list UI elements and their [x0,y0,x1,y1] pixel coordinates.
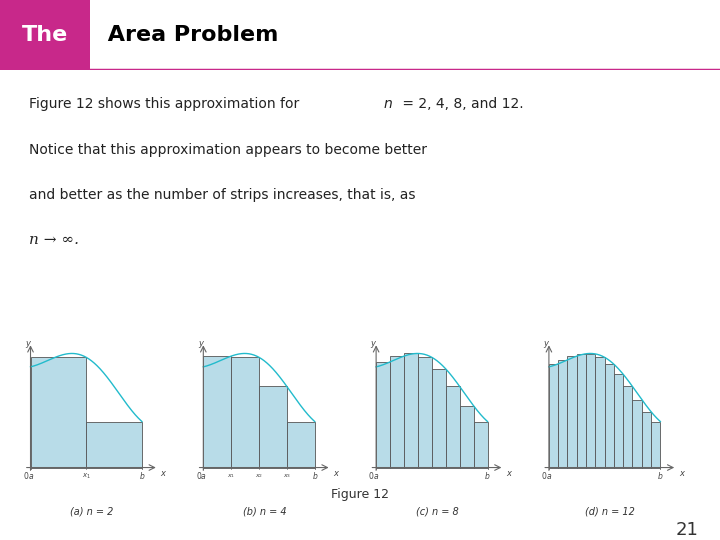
Text: n → ∞.: n → ∞. [29,233,78,247]
Bar [287,422,315,468]
Bar [558,360,567,468]
Text: Figure 12 shows this approximation for: Figure 12 shows this approximation for [29,97,303,111]
Bar [567,356,577,468]
Text: n: n [383,97,392,111]
Text: $x_2$: $x_2$ [255,472,263,480]
Text: a: a [374,472,379,481]
Text: y: y [544,339,549,348]
Text: y: y [371,339,376,348]
Text: x: x [506,469,511,478]
Text: 0: 0 [23,472,28,481]
Bar [376,362,390,468]
Bar [404,354,418,468]
Text: b: b [140,472,145,481]
Text: (d) n = 12: (d) n = 12 [585,506,635,516]
Bar [586,354,595,468]
Bar [595,357,605,468]
Text: a: a [546,472,552,481]
Bar [624,387,632,468]
Bar [459,406,474,468]
Bar [632,400,642,468]
Bar [605,364,614,468]
Bar [418,357,432,468]
Text: b: b [658,472,663,481]
Text: 0: 0 [196,472,201,481]
Bar [203,356,231,468]
Text: (c) n = 8: (c) n = 8 [416,506,459,516]
Bar [614,374,624,468]
Bar [446,387,459,468]
Bar [651,422,660,468]
Text: 0: 0 [369,472,374,481]
Text: 21: 21 [675,521,698,539]
Text: y: y [25,339,30,348]
Bar [577,354,586,468]
Text: $x_3$: $x_3$ [283,472,291,480]
Text: x: x [161,469,166,478]
Text: 0: 0 [541,472,546,481]
Text: $x_1$: $x_1$ [82,472,91,481]
Bar [432,369,446,468]
Bar [390,356,404,468]
Text: and better as the number of strips increases, that is, as: and better as the number of strips incre… [29,188,415,202]
Text: Area Problem: Area Problem [100,25,279,45]
Bar [259,387,287,468]
Bar [30,357,86,468]
Bar [642,411,651,468]
Text: b: b [312,472,318,481]
Text: (a) n = 2: (a) n = 2 [70,506,114,516]
Bar [474,422,487,468]
Text: The: The [22,25,68,45]
Text: b: b [485,472,490,481]
Text: y: y [198,339,203,348]
Bar [86,422,142,468]
Text: Figure 12: Figure 12 [331,488,389,501]
Bar [231,357,259,468]
Text: a: a [28,472,33,481]
Text: x: x [333,469,338,478]
Text: $x_1$: $x_1$ [227,472,235,480]
Text: = 2, 4, 8, and 12.: = 2, 4, 8, and 12. [398,97,524,111]
Bar [549,364,558,468]
Text: a: a [201,472,206,481]
Bar [0,0,90,70]
Text: (b) n = 4: (b) n = 4 [243,506,287,516]
Text: x: x [679,469,684,478]
Text: Notice that this approximation appears to become better: Notice that this approximation appears t… [29,143,427,157]
